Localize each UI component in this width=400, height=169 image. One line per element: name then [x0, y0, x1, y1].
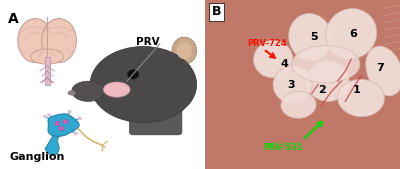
Text: PRV-724: PRV-724	[248, 39, 287, 49]
Ellipse shape	[326, 9, 377, 59]
Ellipse shape	[338, 79, 384, 117]
Circle shape	[63, 120, 68, 124]
Text: A: A	[8, 12, 19, 26]
Ellipse shape	[177, 42, 192, 59]
Ellipse shape	[306, 61, 349, 101]
Ellipse shape	[18, 19, 53, 63]
Circle shape	[55, 121, 60, 125]
Ellipse shape	[90, 46, 197, 123]
Circle shape	[43, 115, 47, 118]
Circle shape	[68, 110, 72, 113]
Circle shape	[78, 117, 82, 120]
Polygon shape	[48, 114, 79, 136]
Text: 6: 6	[349, 29, 357, 39]
Ellipse shape	[68, 90, 76, 95]
Circle shape	[103, 146, 106, 148]
Ellipse shape	[292, 46, 360, 83]
Text: 3: 3	[287, 79, 294, 90]
Circle shape	[101, 149, 104, 152]
Ellipse shape	[42, 19, 76, 63]
Text: Ganglion: Ganglion	[9, 152, 64, 162]
Circle shape	[74, 132, 78, 135]
Ellipse shape	[104, 82, 130, 97]
Circle shape	[59, 126, 64, 130]
Ellipse shape	[254, 41, 293, 78]
Circle shape	[47, 113, 51, 117]
Text: B: B	[212, 5, 221, 18]
Ellipse shape	[281, 91, 316, 118]
Circle shape	[127, 70, 139, 79]
Text: PRV: PRV	[136, 37, 159, 47]
Ellipse shape	[172, 37, 197, 64]
Ellipse shape	[366, 46, 400, 96]
Text: 7: 7	[377, 63, 384, 73]
Text: PRV-531: PRV-531	[263, 142, 303, 152]
Ellipse shape	[72, 81, 104, 101]
FancyBboxPatch shape	[129, 98, 182, 135]
Polygon shape	[45, 135, 59, 155]
Ellipse shape	[289, 14, 332, 61]
Text: 4: 4	[281, 59, 289, 69]
Text: 5: 5	[310, 32, 318, 42]
Ellipse shape	[273, 66, 312, 103]
Circle shape	[105, 141, 108, 143]
Bar	[45, 57, 50, 84]
Text: 1: 1	[353, 84, 361, 95]
Text: 2: 2	[318, 84, 326, 95]
Ellipse shape	[31, 49, 64, 64]
